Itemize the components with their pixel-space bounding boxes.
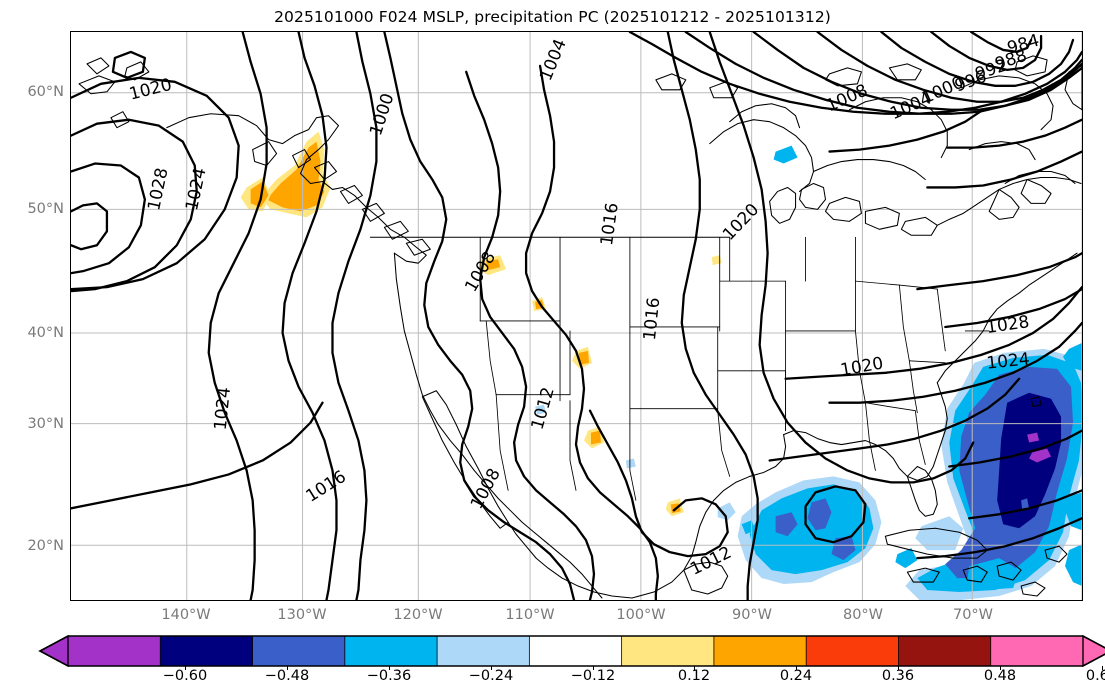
y-tick-label: 20°N [27, 538, 64, 554]
colorbar-band [713, 636, 807, 666]
colorbar-tick-mark [1000, 666, 1001, 670]
colorbar-tick-label: −0.60 [162, 668, 208, 684]
colorbar-band [252, 636, 346, 666]
colorbar-swatches [38, 634, 1105, 668]
x-tick-label: 130°W [277, 607, 327, 623]
colorbar-outline [38, 635, 1105, 667]
y-tick-label: 50°N [27, 201, 64, 217]
y-tick-label: 30°N [27, 416, 64, 432]
map-coastlines [78, 55, 1082, 599]
colorbar-tick-mark [287, 666, 288, 670]
fill-gulf [717, 476, 882, 585]
x-tick-label: 80°W [842, 607, 884, 623]
svg-text:1024: 1024 [181, 166, 210, 212]
colorbar-band [68, 636, 161, 666]
colorbar-band [344, 636, 438, 666]
x-tick-label: 140°W [161, 607, 211, 623]
colorbar-band [621, 636, 715, 666]
x-tick-label: 120°W [393, 607, 443, 623]
colorbar-tick-label: 0.12 [677, 668, 711, 684]
svg-text:1024: 1024 [986, 348, 1031, 372]
colorbar[interactable] [38, 634, 1105, 668]
colorbar-tick-label: 0.48 [983, 668, 1017, 684]
colorbar-band [437, 636, 530, 666]
mslp-contours [71, 32, 1082, 600]
y-tick-label: 40°N [27, 325, 64, 341]
colorbar-tick-label: 0.60 [1085, 668, 1105, 684]
colorbar-tick-mark [185, 666, 186, 670]
colorbar-band [806, 636, 899, 666]
colorbar-tick-mark [491, 666, 492, 670]
svg-text:1008: 1008 [466, 465, 504, 512]
svg-text:1020: 1020 [718, 199, 762, 244]
colorbar-tick-label: −0.48 [264, 668, 310, 684]
x-tick-label: 100°W [616, 607, 666, 623]
colorbar-tick-mark [1102, 666, 1103, 670]
colorbar-tick-mark [898, 666, 899, 670]
svg-text:1024: 1024 [210, 386, 234, 431]
fill-western-us-specks [478, 255, 722, 517]
x-tick-label: 90°W [731, 607, 773, 623]
colorbar-over-arrow [1082, 634, 1105, 668]
colorbar-band [990, 636, 1084, 666]
colorbar-tick-mark [694, 666, 695, 670]
map-axes: 1020 1028 1024 1016 1000 1004 1008 1008 … [70, 31, 1083, 601]
colorbar-band [529, 636, 623, 666]
chart-title: 2025101000 F024 MSLP, precipitation PC (… [274, 8, 831, 26]
svg-text:1028: 1028 [143, 166, 172, 212]
map-gridlines [71, 32, 1082, 600]
colorbar-tick-label: 0.36 [881, 668, 915, 684]
svg-text:1004: 1004 [535, 36, 570, 83]
x-tick-label: 110°W [505, 607, 555, 623]
colorbar-tick-mark [389, 666, 390, 670]
x-tick-label: 70°W [952, 607, 994, 623]
fill-bc-positive [240, 131, 331, 218]
colorbar-tick-label: 0.24 [779, 668, 813, 684]
colorbar-tick-label: −0.36 [366, 668, 412, 684]
svg-text:1016: 1016 [639, 296, 663, 341]
colorbar-under-arrow [38, 634, 69, 668]
svg-text:1012: 1012 [527, 385, 558, 432]
colorbar-band [898, 636, 992, 666]
y-tick-label: 60°N [27, 84, 64, 100]
colorbar-band [160, 636, 254, 666]
colorbar-tick-mark [593, 666, 594, 670]
map-canvas: 1020 1028 1024 1016 1000 1004 1008 1008 … [71, 32, 1082, 600]
colorbar-tick-label: −0.12 [570, 668, 616, 684]
svg-text:984: 984 [1005, 32, 1042, 58]
svg-text:1016: 1016 [596, 201, 622, 246]
svg-text:1020: 1020 [839, 353, 885, 380]
colorbar-tick-label: −0.24 [468, 668, 514, 684]
colorbar-tick-mark [796, 666, 797, 670]
svg-text:1016: 1016 [302, 466, 349, 506]
